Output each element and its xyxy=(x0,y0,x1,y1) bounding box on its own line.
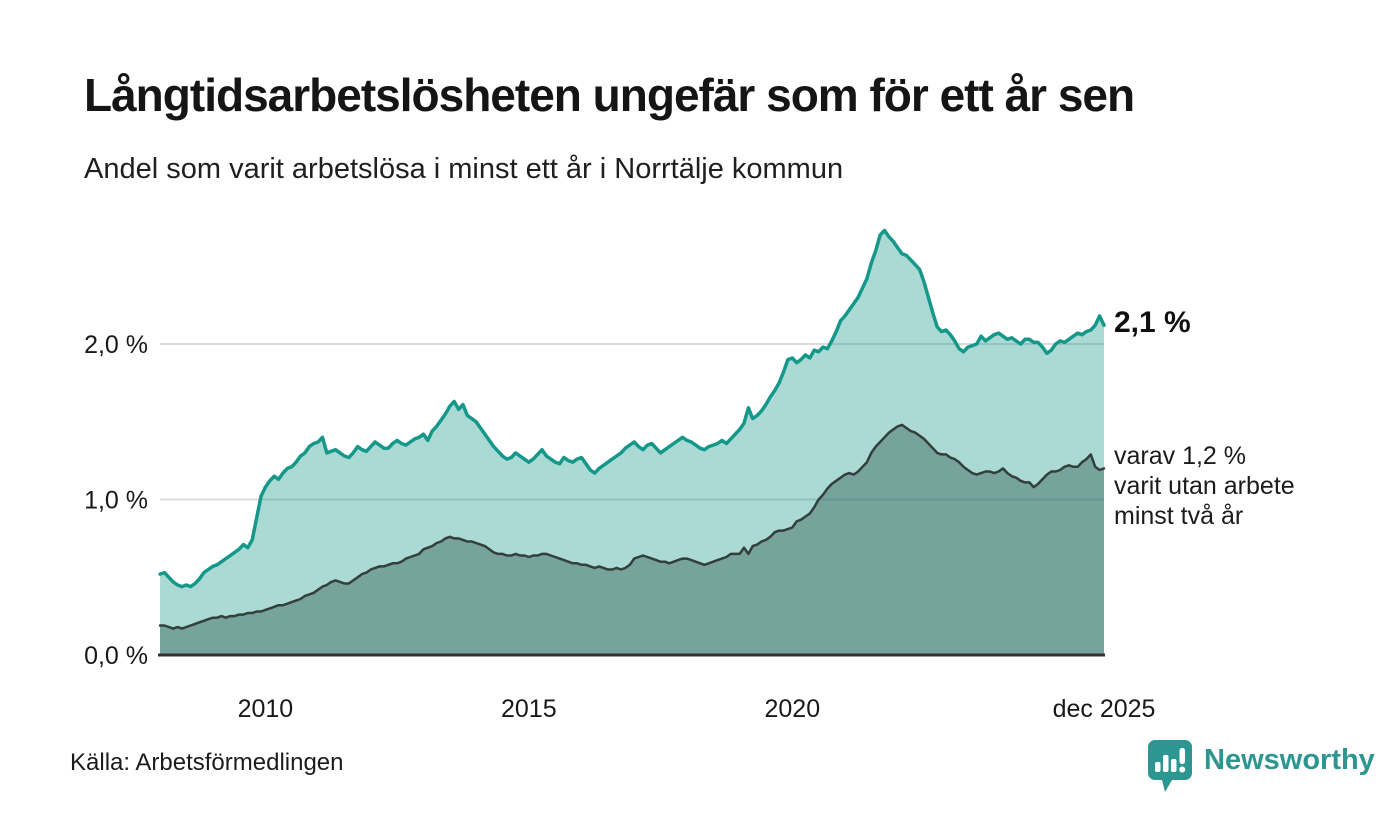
logo-exclamation-stem xyxy=(1179,748,1185,764)
x-tick-label: 2015 xyxy=(501,695,557,723)
side-note-annotation: varav 1,2 % varit utan arbete minst två … xyxy=(1114,442,1295,530)
source-caption: Källa: Arbetsförmedlingen xyxy=(70,749,344,776)
logo-exclamation-dot xyxy=(1179,766,1186,773)
page-title: Långtidsarbetslösheten ungefär som för e… xyxy=(84,69,1135,121)
series-area-1 xyxy=(160,424,1104,655)
logo-bar-short xyxy=(1155,762,1161,772)
y-tick-label: 2,0 % xyxy=(84,331,148,359)
newsworthy-logo: Newsworthy xyxy=(1146,738,1375,794)
y-tick-label: 1,0 % xyxy=(84,487,148,515)
series-area-0 xyxy=(160,230,1104,655)
x-tick-label: 2020 xyxy=(764,695,820,723)
logo-bar-medium xyxy=(1171,759,1177,772)
series-line-1 xyxy=(158,423,1106,630)
x-tick-label: 2010 xyxy=(238,695,294,723)
x-tick-label: dec 2025 xyxy=(1053,695,1156,723)
y-tick-label: 0,0 % xyxy=(84,642,148,670)
end-value-annotation: 2,1 % xyxy=(1114,306,1191,339)
series-line-0 xyxy=(158,228,1106,589)
newsworthy-logo-text: Newsworthy xyxy=(1204,744,1375,776)
logo-bar-tall xyxy=(1163,755,1169,772)
page-subtitle: Andel som varit arbetslösa i minst ett å… xyxy=(84,153,844,185)
newsworthy-logo-icon xyxy=(1148,740,1192,792)
logo-bubble-shape xyxy=(1148,740,1192,792)
